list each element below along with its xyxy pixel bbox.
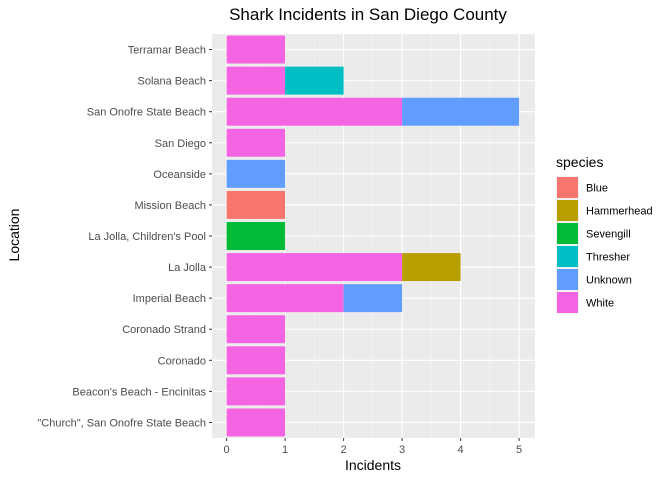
bar-segment — [226, 408, 286, 437]
legend-key — [557, 223, 578, 244]
x-axis-title: Incidents — [345, 457, 401, 473]
legend-label: White — [586, 298, 614, 310]
y-axis-ticks: Terramar Beach Solana Beach San Onofre Sta… — [37, 45, 212, 429]
legend: species Blue Hammerhead Sevengill Thresher U… — [556, 154, 653, 314]
legend-key — [557, 246, 578, 267]
y-axis-title: Location — [6, 209, 22, 262]
legend-label: Sevengill — [586, 229, 631, 241]
y-tick-label: Imperial Beach — [133, 293, 206, 305]
bar-segment — [226, 190, 286, 219]
x-axis-ticks: 0 1 2 3 4 5 — [224, 438, 522, 456]
x-tick-label: 2 — [341, 444, 347, 456]
y-tick-label: Coronado Strand — [122, 324, 206, 336]
legend-label: Hammerhead — [586, 206, 653, 218]
legend-key — [557, 292, 578, 313]
chart-title: Shark Incidents in San Diego County — [229, 5, 507, 24]
y-tick-label: Beacon's Beach - Encinitas — [72, 386, 206, 398]
y-tick-label: La Jolla — [168, 262, 207, 274]
bar-segment — [226, 222, 286, 250]
legend-label: Blue — [586, 183, 608, 195]
bar-segment — [226, 35, 286, 64]
legend-key — [557, 200, 578, 221]
x-tick-label: 4 — [458, 444, 464, 456]
bar-segment — [226, 346, 286, 375]
bar-segment — [226, 315, 286, 344]
bar-segment — [226, 66, 286, 95]
y-tick-label: Mission Beach — [134, 200, 206, 212]
x-tick-label: 3 — [399, 444, 405, 456]
y-tick-label: Coronado — [158, 355, 206, 367]
y-tick-label: La Jolla, Children's Pool — [88, 231, 206, 243]
y-tick-label: Terramar Beach — [128, 45, 206, 57]
x-tick-label: 1 — [282, 444, 288, 456]
y-tick-label: "Church", San Onofre State Beach — [37, 417, 206, 429]
bar-segment — [226, 97, 403, 126]
legend-label: Thresher — [586, 252, 630, 264]
legend-key — [557, 269, 578, 290]
y-tick-label: San Onofre State Beach — [87, 107, 206, 119]
bar-segment — [226, 159, 286, 188]
bar-segment — [402, 97, 520, 126]
x-tick-label: 5 — [516, 444, 522, 456]
bar-segment — [226, 284, 344, 313]
legend-title: species — [556, 154, 603, 170]
x-tick-label: 0 — [224, 444, 230, 456]
bar-segment — [343, 284, 403, 313]
y-tick-label: San Diego — [155, 138, 206, 150]
y-tick-label: Oceanside — [153, 169, 206, 181]
bar-segment — [226, 377, 286, 406]
legend-label: Unknown — [586, 275, 632, 287]
bar-segment — [226, 128, 286, 157]
legend-key — [557, 177, 578, 198]
bar-segment — [402, 253, 461, 282]
y-tick-label: Solana Beach — [138, 76, 207, 88]
bars — [226, 35, 520, 437]
bar-segment — [285, 66, 344, 95]
bar-segment — [226, 253, 403, 282]
